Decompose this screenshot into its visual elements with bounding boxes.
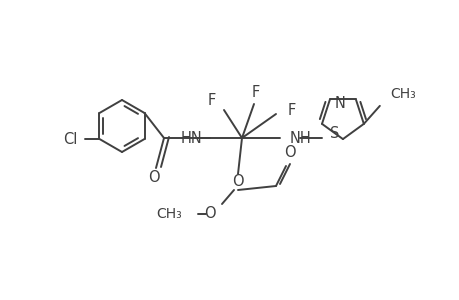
Text: O: O bbox=[284, 145, 295, 160]
Text: CH₃: CH₃ bbox=[156, 207, 182, 221]
Text: F: F bbox=[252, 85, 259, 100]
Text: CH₃: CH₃ bbox=[389, 87, 414, 101]
Text: O: O bbox=[204, 206, 215, 221]
Text: HN: HN bbox=[180, 130, 202, 146]
Text: Cl: Cl bbox=[63, 131, 77, 146]
Text: O: O bbox=[148, 169, 159, 184]
Text: F: F bbox=[207, 92, 216, 107]
Text: F: F bbox=[287, 103, 296, 118]
Text: NH: NH bbox=[289, 130, 311, 146]
Text: S: S bbox=[330, 126, 339, 141]
Text: O: O bbox=[232, 175, 243, 190]
Text: N: N bbox=[334, 96, 345, 111]
